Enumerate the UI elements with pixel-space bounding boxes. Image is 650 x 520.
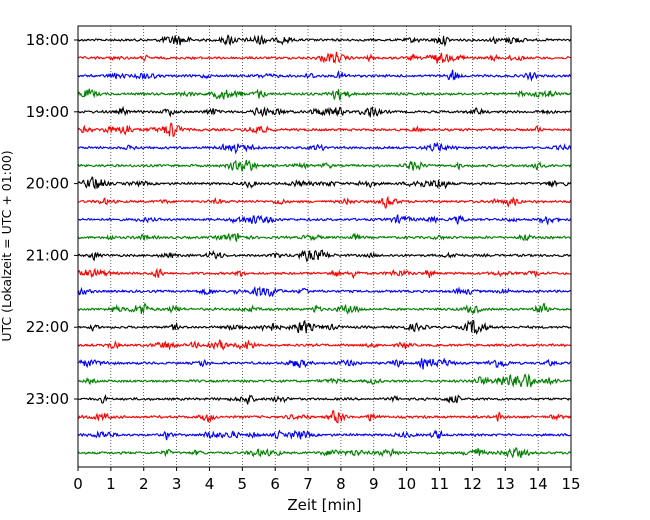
seismic-trace [77, 159, 572, 172]
seismic-trace [77, 105, 572, 118]
seismic-trace [77, 410, 572, 424]
x-tick-label: 15 [561, 475, 580, 493]
seismic-trace [77, 357, 572, 370]
seismic-traces [77, 34, 572, 459]
seismic-trace [77, 339, 572, 351]
plot-background [78, 26, 571, 467]
y-tick-label: 18:00 [26, 31, 69, 49]
x-tick-label: 14 [529, 475, 548, 493]
x-tick-label: 7 [303, 475, 313, 493]
x-tick-label: 0 [73, 475, 83, 493]
seismic-trace [77, 195, 572, 210]
seismic-trace [77, 51, 572, 64]
x-tick-label: 4 [205, 475, 215, 493]
x-tick-label: 12 [463, 475, 482, 493]
seismic-trace [77, 69, 572, 82]
y-tick-label: 22:00 [26, 318, 69, 336]
seismic-trace [77, 302, 572, 316]
x-tick-label: 9 [369, 475, 379, 493]
x-tick-label: 8 [336, 475, 346, 493]
seismic-trace [77, 267, 572, 280]
seismic-trace [77, 373, 572, 388]
seismic-trace [77, 122, 572, 137]
x-tick-label: 3 [172, 475, 182, 493]
seismic-trace [77, 393, 572, 405]
y-axis-ticks: 18:00 19:00 20:00 21:00 22:00 23:00 [26, 31, 78, 408]
seismic-trace [77, 319, 572, 336]
plot-frame [77, 25, 572, 468]
seismic-trace [77, 141, 572, 155]
x-tick-label: 5 [238, 475, 248, 493]
seismic-trace [77, 232, 572, 243]
y-tick-label: 20:00 [26, 175, 69, 193]
seismic-trace [77, 285, 572, 298]
seismic-trace [77, 88, 572, 101]
x-tick-label: 1 [106, 475, 116, 493]
x-tick-label: 10 [397, 475, 416, 493]
x-tick-label: 11 [430, 475, 449, 493]
seismic-trace [77, 429, 572, 441]
x-axis-label: Zeit [min] [287, 496, 361, 514]
seismic-trace [77, 214, 572, 226]
y-tick-label: 19:00 [26, 103, 69, 121]
y-tick-label: 21:00 [26, 246, 69, 264]
x-axis-ticks: 0 1 2 3 4 5 6 7 8 9 10 11 12 13 14 15 [73, 467, 581, 493]
seismic-trace [77, 249, 572, 263]
y-axis-label: UTC (Lokalzeit = UTC + 01:00) [0, 150, 14, 341]
x-tick-label: 6 [270, 475, 280, 493]
y-tick-label: 23:00 [26, 390, 69, 408]
x-tick-label: 2 [139, 475, 149, 493]
seismic-trace [77, 176, 572, 190]
x-tick-label: 13 [496, 475, 515, 493]
seismic-trace [77, 34, 572, 48]
seismic-trace [77, 446, 572, 459]
